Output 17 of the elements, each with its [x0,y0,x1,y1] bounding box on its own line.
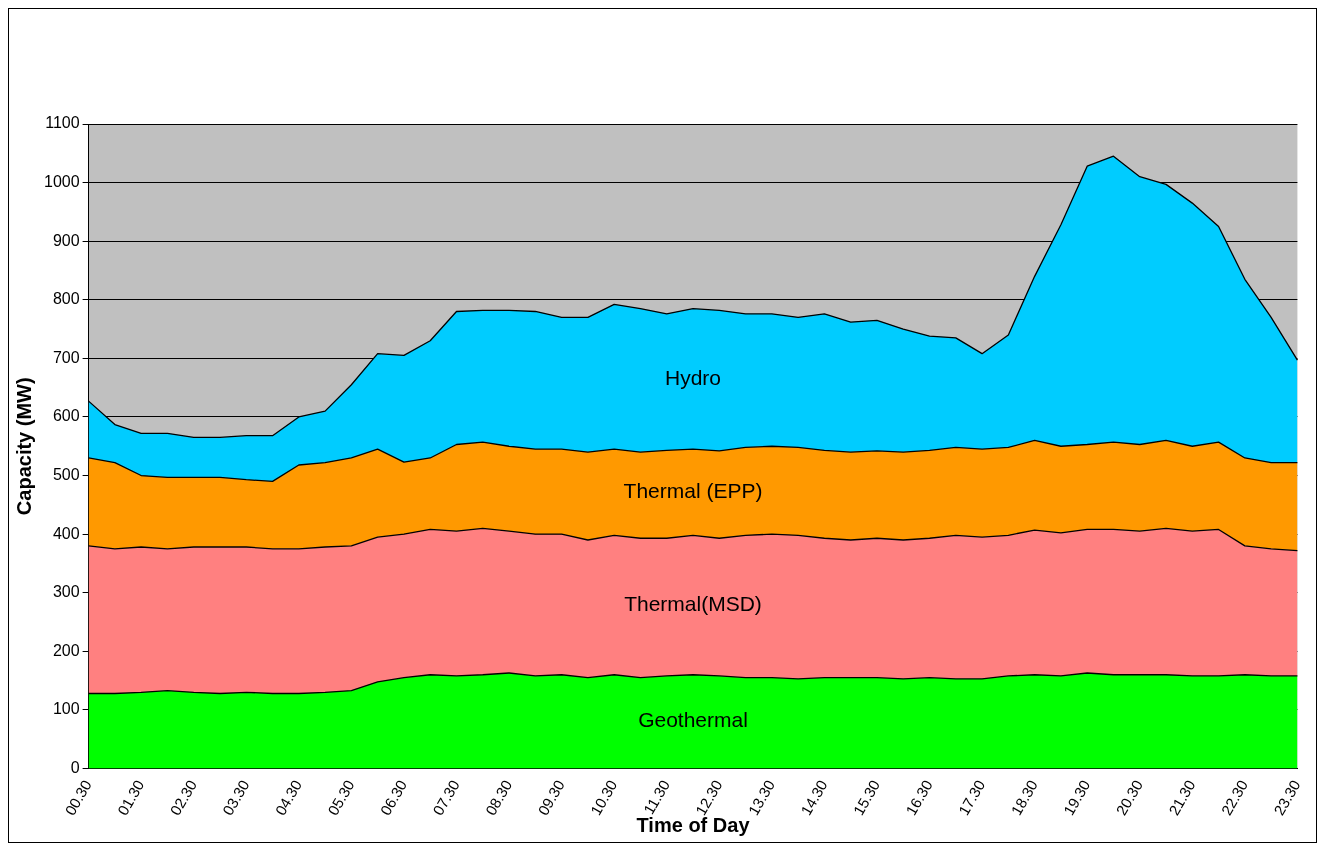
y-tick-label: 700 [52,348,80,366]
series-label: Geothermal [638,708,748,732]
y-tick-label: 800 [52,290,80,308]
series-label: Thermal(MSD) [624,591,762,615]
y-tick-label: 900 [52,231,80,249]
y-tick-label: 1100 [45,114,80,132]
y-axis-title: Capacity (MW) [12,377,35,516]
series-label: Hydro [664,365,722,389]
y-tick-label: 100 [52,700,80,718]
y-tick-label: 300 [52,583,80,601]
y-tick-label: 500 [52,465,80,483]
y-tick-label: 200 [52,641,80,659]
y-tick-label: 600 [52,407,80,425]
y-tick-label: 1000 [44,173,80,190]
y-tick-label: 0 [70,758,80,776]
series-label: Thermal (EPP) [623,479,763,503]
y-tick-label: 400 [52,524,80,542]
